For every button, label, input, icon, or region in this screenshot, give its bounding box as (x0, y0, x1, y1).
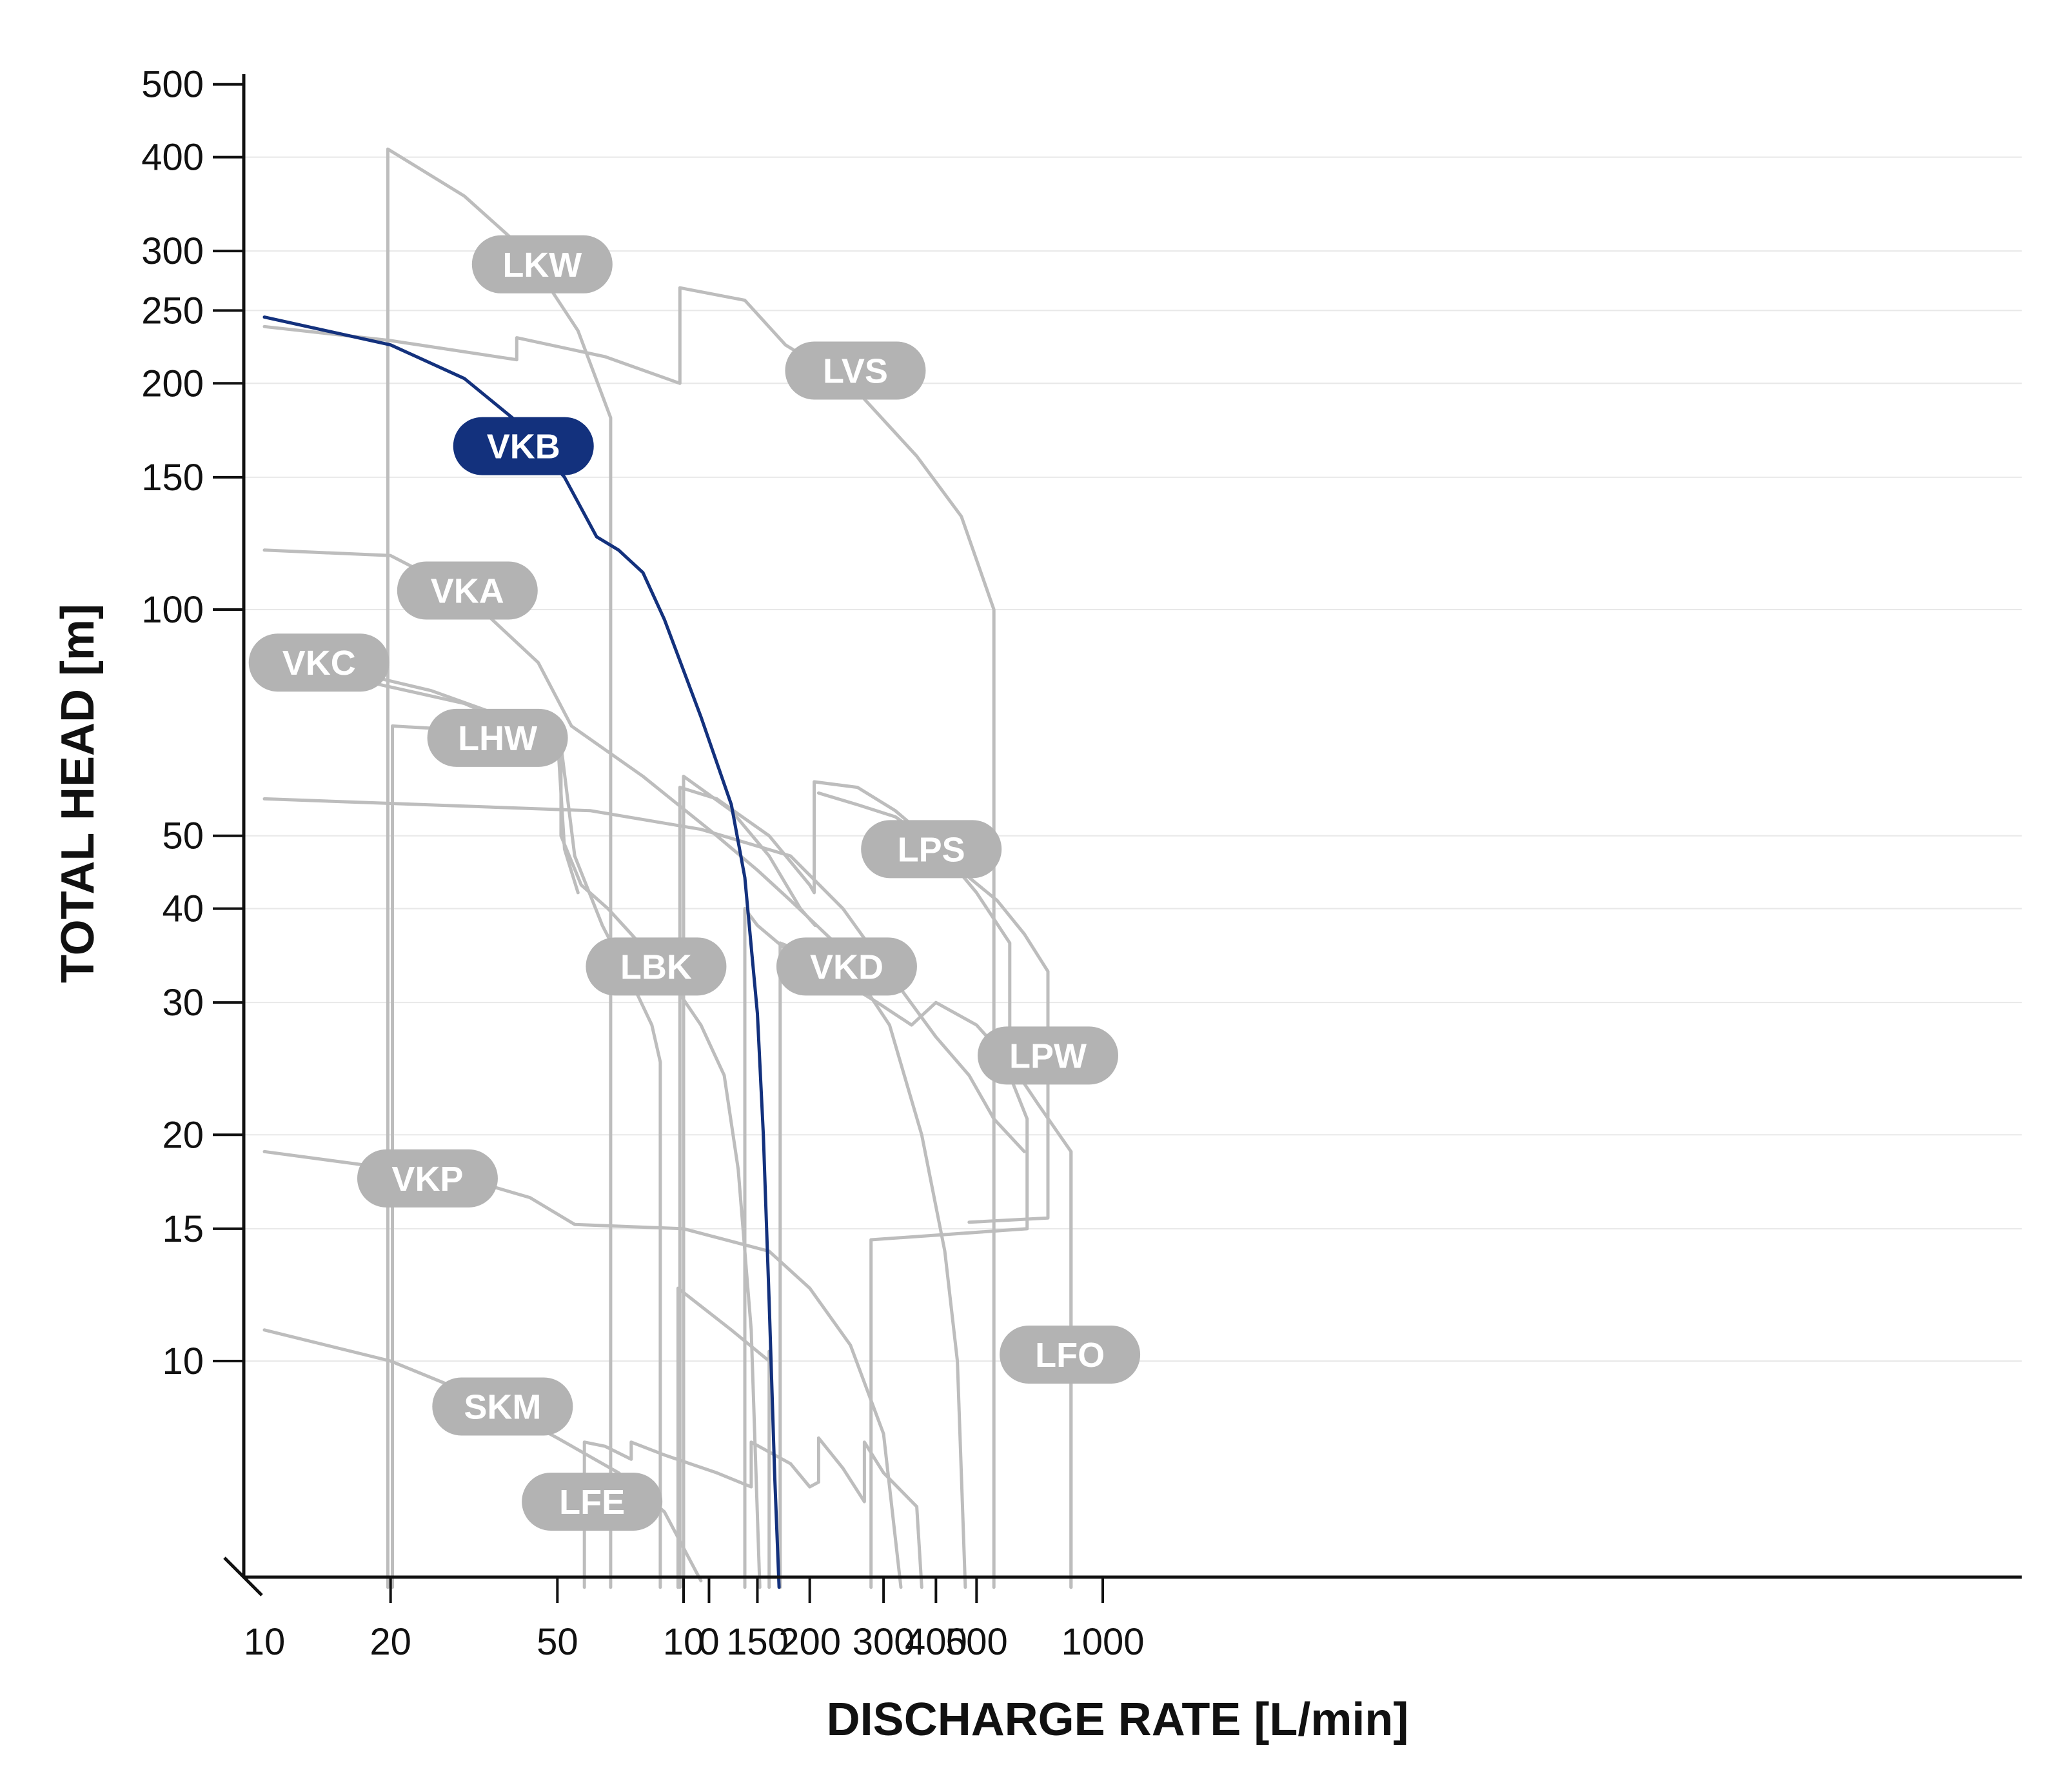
y-tick-label: 300 (141, 230, 204, 272)
series-label-skm: SKM (432, 1377, 573, 1436)
x-axis-title: DISCHARGE RATE [L/min] (827, 1694, 1409, 1745)
series-label-text: LHW (458, 719, 537, 758)
x-tick-label: 10 (663, 1621, 705, 1663)
series-label-text: LVS (823, 352, 888, 390)
series-label-lfo: LFO (1000, 1325, 1141, 1384)
series-line-lvs (262, 286, 996, 1589)
series-label-text: VKC (282, 644, 356, 682)
y-tick-label: 15 (162, 1208, 204, 1250)
series-label-pill (453, 417, 594, 475)
y-tick-label: 50 (162, 815, 204, 857)
series-line-vka (262, 548, 967, 1589)
x-tick-label: 200 (778, 1621, 841, 1663)
series-line-lpw-segment (778, 941, 885, 1589)
series-label-lps: LPS (861, 820, 1002, 879)
series-label-text: SKM (464, 1387, 541, 1426)
series-label-pill (357, 1149, 498, 1208)
series-label-text: VKB (487, 428, 560, 466)
series-label-vkd: VKD (776, 937, 917, 996)
series-line-lpw (743, 907, 1073, 1589)
x-tick-label: 400 (905, 1621, 967, 1663)
series-label-text: VKA (431, 572, 504, 611)
series-label-text: LPS (898, 830, 965, 869)
series-label-vkp: VKP (357, 1149, 498, 1208)
series-line-vkp (262, 1149, 903, 1589)
series-labels: LKW LVS VKA VKC LHW LPS VKD LBK LPW VKP LFO SKM LFE V… (248, 235, 1141, 1531)
x-tick-label: 0 (698, 1621, 719, 1663)
y-tick-label: 500 (141, 64, 204, 106)
series-label-text: LKW (502, 246, 582, 284)
x-tick-label: 20 (370, 1621, 411, 1663)
series-label-pill (861, 820, 1002, 879)
y-tick-label: 200 (141, 363, 204, 404)
series-label-vkc: VKC (248, 633, 390, 692)
series-label-pill (432, 1377, 573, 1436)
series-line-lkw (386, 147, 613, 1589)
series-label-lpw: LPW (978, 1026, 1119, 1085)
series-label-pill (397, 561, 538, 620)
series-label-lvs: LVS (785, 341, 926, 400)
series-label-vka: VKA (397, 561, 538, 620)
series-label-text: VKP (391, 1160, 463, 1198)
x-tick-label: 500 (945, 1621, 1008, 1663)
series-line-lfe (582, 1436, 923, 1589)
y-tick-label: 400 (141, 137, 204, 179)
x-tick-label: 150 (726, 1621, 789, 1663)
y-tick-label: 250 (141, 290, 204, 332)
x-tick-label: 1000 (1061, 1621, 1144, 1663)
series-label-pill (586, 937, 727, 996)
y-tick-label: 30 (162, 982, 204, 1024)
series-line-skm-segment (676, 1286, 771, 1589)
series-line-lbk (678, 780, 1029, 1589)
series-line-lpw-segment (682, 775, 817, 1589)
y-tick-label: 40 (162, 888, 204, 930)
series-line-skm (262, 1328, 703, 1583)
series-label-text: LFO (1035, 1336, 1105, 1375)
y-tick-label: 20 (162, 1114, 204, 1156)
series-label-text: VKD (810, 948, 883, 986)
series-label-pill (427, 708, 568, 767)
series-label-pill (248, 633, 390, 692)
series-label-pill (978, 1026, 1119, 1085)
y-tick-label: 10 (162, 1340, 204, 1382)
series-label-lhw: LHW (427, 708, 568, 767)
series-line-vkb (262, 315, 781, 1589)
series-line-lps (816, 791, 1050, 1224)
x-tick-label: 300 (853, 1621, 915, 1663)
series-label-lfe: LFE (522, 1472, 663, 1531)
y-axis-title: TOTAL HEAD [m] (52, 604, 104, 983)
x-tick-label: 10 (244, 1621, 286, 1663)
series-label-pill (776, 937, 917, 996)
x-tick-label: 50 (537, 1621, 578, 1663)
series-label-lkw: LKW (471, 235, 613, 293)
axis-break-mark (223, 1556, 263, 1596)
series-label-lbk: LBK (586, 937, 727, 996)
series-label-pill (785, 341, 926, 400)
series-line-lhw (262, 657, 762, 1589)
series-label-text: LPW (1009, 1037, 1087, 1075)
series-label-pill (1000, 1325, 1141, 1384)
series-label-vkb: VKB (453, 417, 594, 475)
series-label-pill (471, 235, 613, 293)
y-tick-label: 100 (141, 589, 204, 631)
series-label-pill (522, 1472, 663, 1531)
series-label-text: LFE (559, 1483, 625, 1522)
series-label-text: LBK (620, 948, 692, 986)
y-tick-label: 150 (141, 457, 204, 499)
